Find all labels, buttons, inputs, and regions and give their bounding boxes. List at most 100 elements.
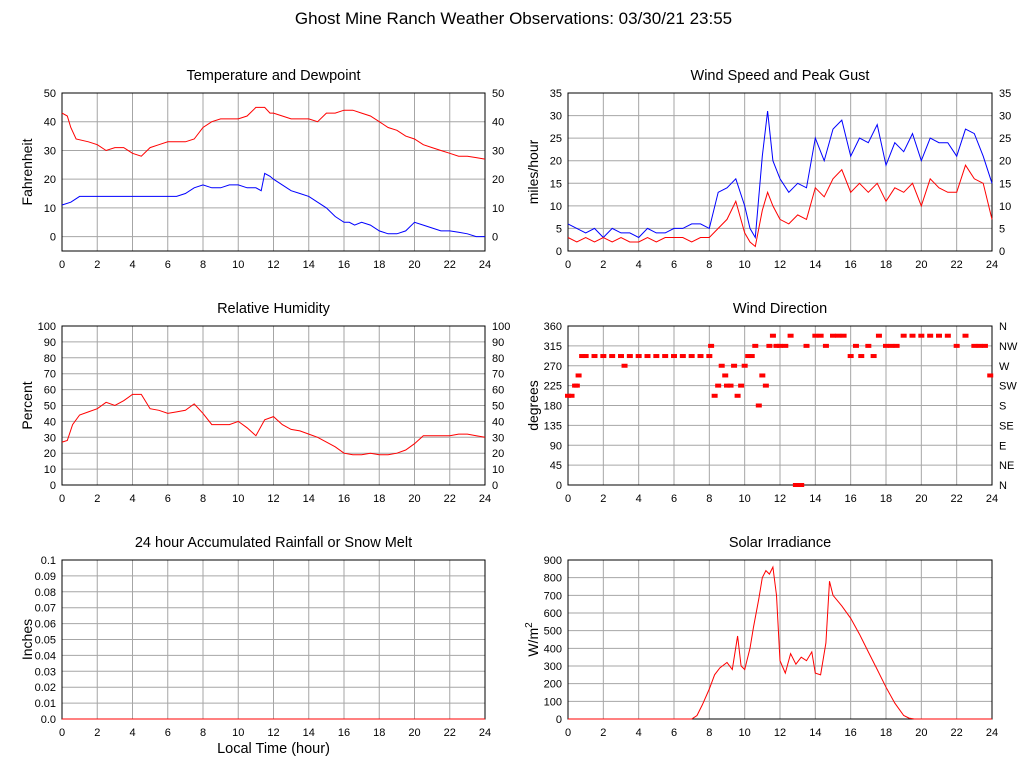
x-tick-label: 22 <box>444 493 456 505</box>
x-tick-label: 10 <box>232 727 244 739</box>
y-tick-label: 270 <box>544 361 562 373</box>
x-tick-label: 4 <box>636 727 642 739</box>
right-tick-label: 0 <box>492 232 498 244</box>
y-tick-label: 800 <box>544 573 562 585</box>
data-point <box>971 343 978 348</box>
y-axis-label: degrees <box>525 380 541 431</box>
right-tick-label: 40 <box>492 117 504 129</box>
data-point <box>944 333 951 338</box>
x-tick-label: 20 <box>915 259 927 271</box>
x-tick-label: 22 <box>951 493 963 505</box>
x-tick-label: 6 <box>671 259 677 271</box>
right-tick-label: 50 <box>492 88 504 100</box>
y-tick-label: 360 <box>544 321 562 333</box>
chart-title: 24 hour Accumulated Rainfall or Snow Mel… <box>135 535 412 551</box>
x-tick-label: 8 <box>200 727 206 739</box>
right-tick-label: 30 <box>492 432 504 444</box>
x-tick-label: 18 <box>880 259 892 271</box>
data-point <box>688 354 695 359</box>
data-point <box>782 343 789 348</box>
data-point <box>835 333 842 338</box>
right-tick-label: 30 <box>492 145 504 157</box>
data-point <box>711 393 718 398</box>
y-tick-label: 315 <box>544 341 562 353</box>
data-point <box>875 333 882 338</box>
x-tick-label: 4 <box>129 727 135 739</box>
x-tick-label: 18 <box>373 259 385 271</box>
x-tick-label: 18 <box>373 727 385 739</box>
y-tick-label: 10 <box>44 464 56 476</box>
x-tick-label: 0 <box>565 493 571 505</box>
data-point <box>987 373 994 378</box>
data-point <box>755 403 762 408</box>
plot-frame <box>61 325 486 486</box>
y-tick-label: 20 <box>44 174 56 186</box>
data-point <box>936 333 942 338</box>
right-tick-label: SE <box>999 420 1014 432</box>
data-point <box>918 333 925 338</box>
y-tick-label: 20 <box>44 448 56 460</box>
data-point <box>777 343 783 348</box>
data-point <box>741 363 748 368</box>
y-tick-label: 900 <box>544 555 562 567</box>
x-tick-label: 18 <box>880 727 892 739</box>
x-tick-label: 10 <box>739 727 751 739</box>
x-tick-label: 24 <box>479 259 491 271</box>
y-tick-label: 35 <box>550 88 562 100</box>
x-tick-label: 12 <box>774 493 786 505</box>
data-point <box>727 383 734 388</box>
right-tick-label: 0 <box>999 246 1005 258</box>
plot-frame <box>567 559 993 720</box>
x-tick-label: 24 <box>479 727 491 739</box>
y-tick-label: 20 <box>550 156 562 168</box>
x-tick-label: 12 <box>267 727 279 739</box>
x-tick-label: 8 <box>706 493 712 505</box>
x-tick-label: 16 <box>845 727 857 739</box>
x-tick-label: 6 <box>671 727 677 739</box>
x-tick-label: 6 <box>671 493 677 505</box>
y-axis-label: Fahrenheit <box>19 138 35 205</box>
data-point <box>573 383 580 388</box>
y-tick-label: 135 <box>544 420 562 432</box>
data-point <box>976 343 983 348</box>
right-tick-label: 25 <box>999 133 1011 145</box>
data-point <box>626 354 633 359</box>
y-tick-label: 0.03 <box>35 666 56 678</box>
x-tick-label: 24 <box>479 493 491 505</box>
right-tick-label: N <box>999 321 1007 333</box>
y-tick-label: 45 <box>550 460 562 472</box>
y-tick-label: 90 <box>44 337 56 349</box>
y-tick-label: 100 <box>544 696 562 708</box>
right-tick-label: 30 <box>999 111 1011 123</box>
x-tick-label: 2 <box>600 727 606 739</box>
data-point <box>817 333 824 338</box>
data-point <box>635 354 642 359</box>
data-point <box>773 343 780 348</box>
data-point <box>745 354 752 359</box>
data-point <box>609 354 616 359</box>
right-tick-label: 100 <box>492 321 510 333</box>
data-point <box>822 343 829 348</box>
data-point <box>953 343 960 348</box>
y-tick-label: 400 <box>544 643 562 655</box>
y-tick-label: 0 <box>50 480 56 492</box>
data-point <box>927 333 934 338</box>
y-tick-label: 300 <box>544 661 562 673</box>
data-point <box>752 343 759 348</box>
data-point <box>697 354 704 359</box>
right-tick-label: 15 <box>999 178 1011 190</box>
x-tick-label: 14 <box>303 493 315 505</box>
y-tick-label: 60 <box>44 385 56 397</box>
x-tick-label: 24 <box>986 493 998 505</box>
data-point <box>718 363 725 368</box>
x-tick-label: 14 <box>809 259 821 271</box>
x-tick-label: 0 <box>565 259 571 271</box>
y-tick-label: 225 <box>544 381 562 393</box>
x-tick-label: 18 <box>880 493 892 505</box>
data-point <box>591 354 598 359</box>
y-tick-label: 200 <box>544 679 562 691</box>
data-point <box>679 354 686 359</box>
